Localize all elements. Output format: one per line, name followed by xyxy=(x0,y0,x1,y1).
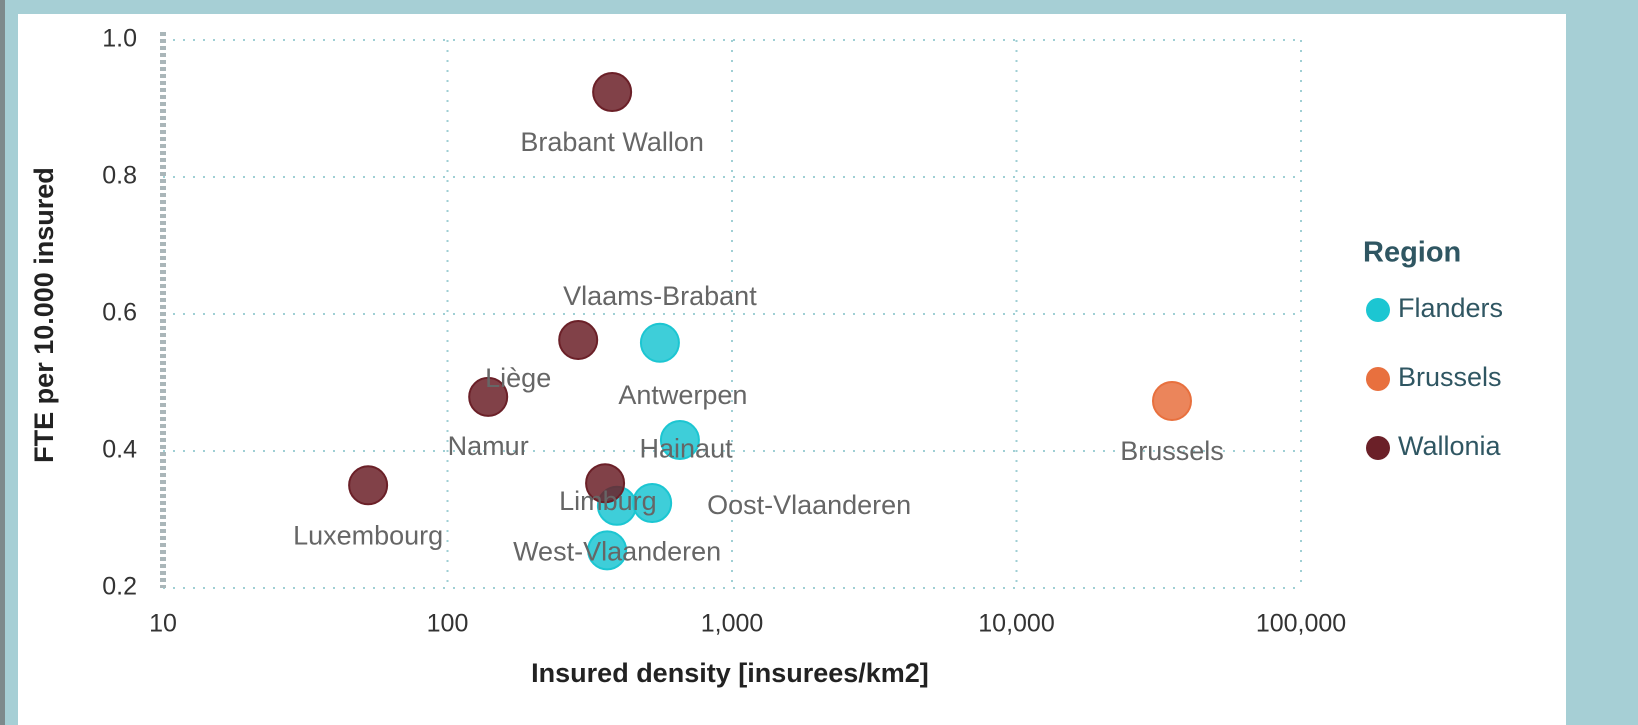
legend-title: Region xyxy=(1363,237,1461,269)
x-tick-label: 10 xyxy=(149,610,177,638)
point xyxy=(587,530,628,571)
data-label: Antwerpen xyxy=(618,380,747,410)
legend-swatch xyxy=(1366,298,1390,322)
point xyxy=(639,322,680,363)
legend-label: Wallonia xyxy=(1398,431,1502,461)
y-tick-label: 1.0 xyxy=(102,25,137,53)
x-axis-label: Insured density [insurees/km2] xyxy=(531,658,929,688)
legend-swatch xyxy=(1366,367,1390,391)
data-label: Hainaut xyxy=(640,433,734,463)
legend-label: Brussels xyxy=(1398,362,1502,392)
y-tick-label: 0.6 xyxy=(102,299,137,327)
legend-label: Flanders xyxy=(1398,293,1503,323)
x-tick-label: 1,000 xyxy=(701,610,764,638)
point xyxy=(468,376,509,417)
point xyxy=(659,420,700,461)
y-axis-label: FTE per 10.000 insured xyxy=(29,167,59,463)
data-label: Brabant Wallon xyxy=(520,127,704,157)
x-tick-label: 10,000 xyxy=(978,610,1054,638)
left-edge xyxy=(0,0,5,725)
data-label: Liège xyxy=(485,363,551,393)
data-label: Luxembourg xyxy=(293,520,443,550)
data-label: Oost-Vlaanderen xyxy=(707,490,911,520)
point xyxy=(348,465,389,506)
data-label: Namur xyxy=(448,431,529,461)
point xyxy=(632,483,673,524)
data-label: Brussels xyxy=(1120,436,1224,466)
x-tick-label: 100,000 xyxy=(1256,610,1346,638)
point xyxy=(592,72,633,113)
data-label: West-Vlaanderen xyxy=(513,536,721,566)
plot-panel xyxy=(18,14,1566,725)
y-tick-label: 0.2 xyxy=(102,573,137,601)
y-tick-label: 0.4 xyxy=(102,436,137,464)
point xyxy=(585,463,626,504)
y-tick-label: 0.8 xyxy=(102,162,137,190)
data-label: Vlaams-Brabant xyxy=(563,281,757,311)
data-label: Limburg xyxy=(559,486,657,516)
point xyxy=(558,320,599,361)
legend-swatch xyxy=(1366,436,1390,460)
x-tick-label: 100 xyxy=(427,610,469,638)
point xyxy=(1151,380,1192,421)
